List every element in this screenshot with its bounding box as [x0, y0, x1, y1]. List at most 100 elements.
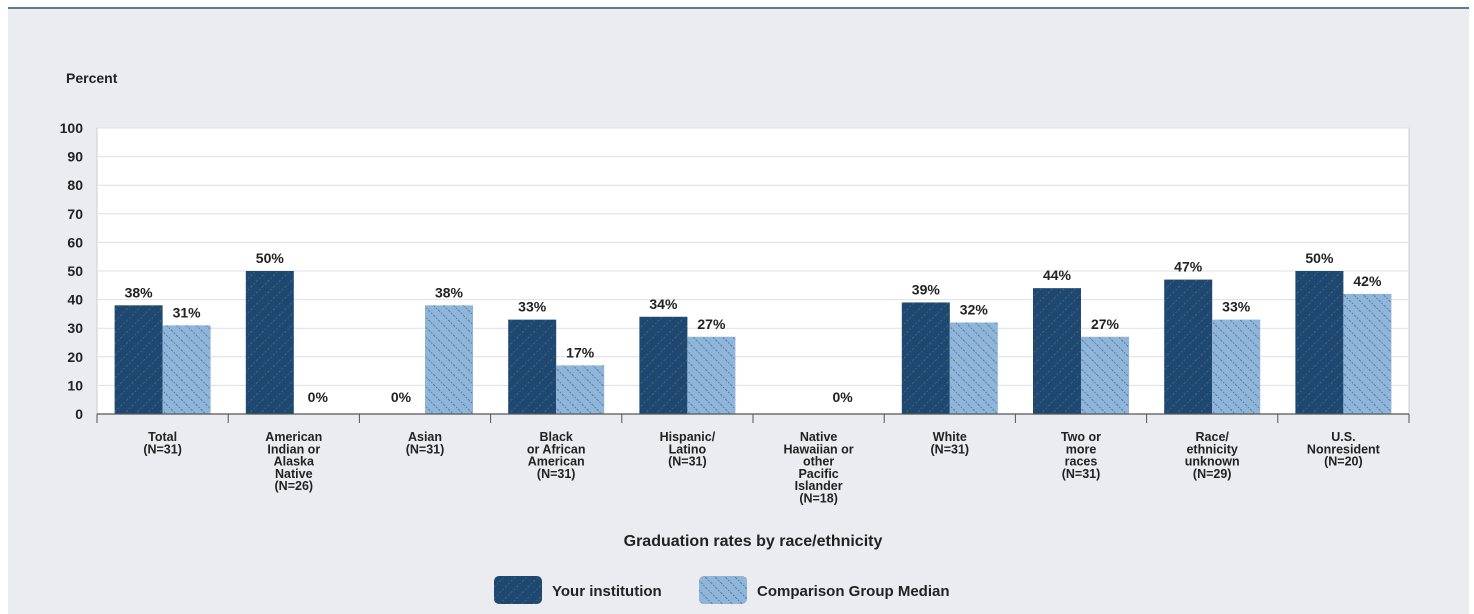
category-label-line: (N=20) — [1324, 455, 1363, 469]
category-label-line: Islander — [795, 479, 843, 493]
category-label-line: Total — [148, 430, 177, 444]
category-label-line: White — [933, 430, 967, 444]
category-label: U.S. Nonresident (N=20) — [1307, 430, 1381, 469]
bar-institution — [508, 319, 557, 414]
bar-comparison — [1081, 336, 1129, 414]
category-label: Native Hawaiian or other Pacific Islander (N=… — [784, 430, 854, 506]
category-label: American Indian or Alaska Native (N=26) — [265, 430, 322, 493]
y-tick-label: 70 — [67, 206, 83, 222]
category-label-line: Native — [800, 430, 838, 444]
bar-institution — [1295, 271, 1344, 414]
category-label-line: (N=31) — [668, 455, 707, 469]
category-label-line: Black — [540, 430, 573, 444]
category-label-line: American — [528, 455, 585, 469]
bar-comparison — [687, 336, 736, 414]
category-label-line: Two or — [1061, 430, 1101, 444]
y-tick-label: 80 — [67, 177, 83, 193]
category-label-line: more — [1066, 442, 1097, 456]
category-label-line: ethnicity — [1186, 442, 1237, 456]
category-label-line: Alaska — [274, 455, 315, 469]
legend-swatch-institution — [494, 576, 542, 604]
category-label: Hispanic/Latino (N=31) — [660, 430, 716, 469]
bar-chart: 0 10 20 30 40 50 60 70 80 90 100 38% 50% 0% 33% 34% 39%… — [60, 70, 1410, 604]
category-label-line: (N=31) — [931, 442, 970, 456]
category-label-line: Hispanic/ — [660, 430, 716, 444]
y-tick-label: 30 — [67, 320, 83, 336]
legend-label: Your institution — [552, 583, 662, 600]
y-tick-label: 20 — [67, 349, 83, 365]
bar-institution — [1033, 288, 1081, 414]
category-label-line: Indian or — [267, 442, 320, 456]
bar-institution — [245, 271, 294, 414]
data-label-comparison: 31% — [173, 304, 202, 320]
category-label-line: Race/ — [1196, 430, 1230, 444]
category-label-line: Latino — [669, 442, 707, 456]
legend: Your institution Comparison Group Median — [494, 576, 950, 604]
chart-panel: 0 10 20 30 40 50 60 70 80 90 100 38% 50% 0% 33% 34% 39%… — [8, 7, 1469, 614]
x-axis-title: Graduation rates by race/ethnicity — [624, 533, 883, 550]
y-tick-label: 100 — [60, 120, 84, 136]
bar-institution — [114, 305, 163, 414]
y-tick-label: 50 — [67, 263, 83, 279]
bar-comparison — [949, 322, 998, 414]
data-label-comparison: 27% — [1091, 316, 1120, 332]
category-label: White (N=31) — [931, 430, 970, 456]
y-tick-label: 0 — [75, 406, 83, 422]
data-label-institution: 0% — [391, 389, 412, 405]
category-label: Race/ethnicity unknown (N=29) — [1185, 430, 1240, 481]
category-label-line: (N=29) — [1193, 467, 1232, 481]
y-tick-label: 10 — [67, 377, 83, 393]
bar-comparison — [425, 305, 473, 414]
legend-label: Comparison Group Median — [757, 583, 950, 600]
bar-comparison — [162, 325, 211, 414]
category-label-line: (N=18) — [799, 492, 838, 506]
data-label-institution: 38% — [125, 284, 154, 300]
data-label-comparison: 0% — [308, 389, 329, 405]
data-label-institution: 33% — [518, 299, 547, 315]
category-label: Two or more races (N=31) — [1061, 430, 1101, 481]
data-label-institution: 50% — [256, 250, 285, 266]
y-tick-label: 90 — [67, 149, 83, 165]
category-label: Asian (N=31) — [406, 430, 445, 456]
y-tick-label: 40 — [67, 292, 83, 308]
category-label: Black or African American (N=31) — [527, 430, 586, 481]
category-label-line: Native — [275, 467, 313, 481]
category-label-line: Asian — [408, 430, 442, 444]
data-label-comparison: 32% — [960, 301, 989, 317]
data-label-comparison: 17% — [566, 344, 595, 360]
category-label-line: Hawaiian or — [784, 442, 854, 456]
data-label-comparison: 33% — [1222, 299, 1251, 315]
bar-institution — [1164, 279, 1213, 414]
category-label: Total (N=31) — [143, 430, 182, 456]
category-label-line: (N=31) — [143, 442, 182, 456]
bar-institution — [901, 302, 950, 414]
category-label-line: Nonresident — [1307, 442, 1381, 456]
category-label-line: (N=31) — [537, 467, 576, 481]
y-tick-label: 60 — [67, 234, 83, 250]
bar-comparison — [556, 365, 605, 414]
bar-comparison — [1212, 319, 1261, 414]
category-label-line: Pacific — [798, 467, 838, 481]
category-label-line: American — [265, 430, 322, 444]
y-axis-title: Percent — [66, 70, 118, 86]
category-label-line: or African — [527, 442, 586, 456]
data-label-institution: 44% — [1043, 267, 1072, 283]
category-label-line: U.S. — [1331, 430, 1355, 444]
category-label-line: races — [1065, 455, 1098, 469]
category-label-line: (N=31) — [406, 442, 445, 456]
bar-institution — [639, 316, 688, 414]
category-label-line: unknown — [1185, 455, 1240, 469]
legend-swatch-comparison — [699, 576, 747, 604]
data-label-institution: 39% — [912, 281, 941, 297]
data-label-comparison: 0% — [832, 389, 853, 405]
category-label-line: other — [803, 455, 834, 469]
data-label-comparison: 38% — [435, 284, 464, 300]
data-label-comparison: 27% — [697, 316, 726, 332]
data-label-institution: 50% — [1305, 250, 1334, 266]
data-label-comparison: 42% — [1353, 273, 1382, 289]
data-label-institution: 47% — [1174, 259, 1203, 275]
category-label-line: (N=31) — [1062, 467, 1101, 481]
bar-comparison — [1343, 293, 1392, 414]
data-label-institution: 34% — [649, 296, 678, 312]
category-label-line: (N=26) — [275, 479, 314, 493]
